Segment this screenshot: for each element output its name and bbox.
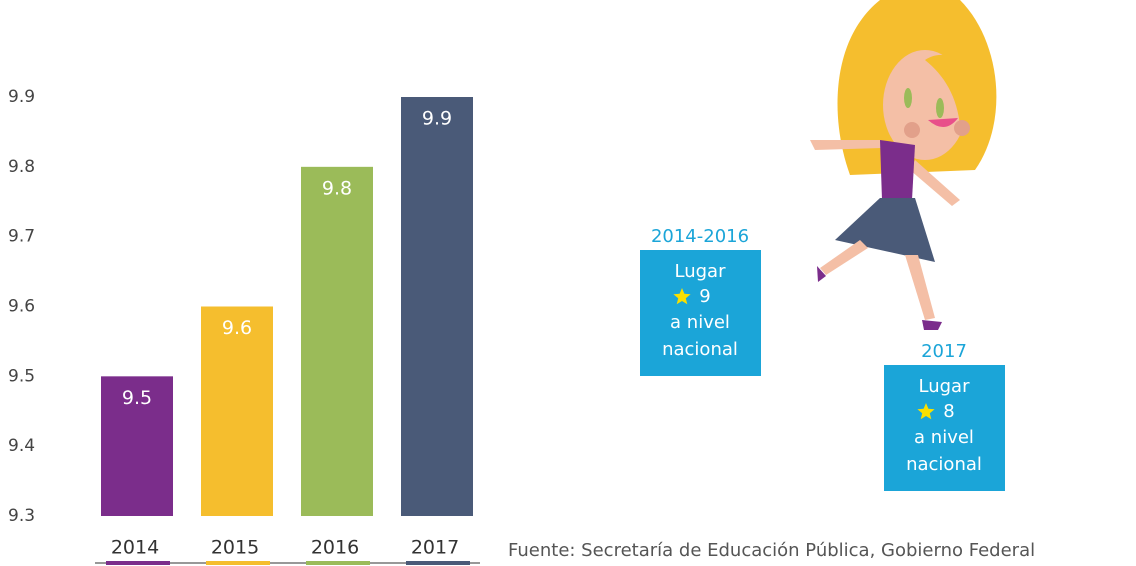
eye	[904, 88, 912, 108]
ranking-label: Lugar	[919, 376, 971, 397]
y-tick-label: 9.7	[8, 227, 35, 247]
ranking-scope: nacional	[906, 454, 982, 475]
bar	[301, 167, 373, 516]
cheek	[954, 120, 970, 136]
y-tick-label: 9.8	[8, 157, 35, 177]
bar	[401, 97, 473, 516]
ranking-scope: a nivel	[914, 427, 974, 448]
value-label: 9.8	[322, 177, 352, 199]
value-label: 9.9	[422, 108, 452, 130]
y-tick-label: 9.9	[8, 87, 35, 107]
y-tick-label: 9.3	[8, 506, 35, 526]
top	[880, 140, 915, 200]
value-label: 9.6	[222, 317, 252, 339]
ranking-label: Lugar	[675, 261, 727, 282]
y-tick-label: 9.5	[8, 366, 35, 386]
value-label: 9.5	[122, 387, 152, 409]
shoe	[922, 320, 942, 330]
period-label: 2017	[921, 341, 967, 362]
eye	[936, 98, 944, 118]
period-label: 2014-2016	[651, 226, 749, 247]
y-tick-label: 9.4	[8, 436, 35, 456]
leg	[905, 255, 935, 320]
x-tick-label: 2016	[311, 537, 359, 559]
cheek	[904, 122, 920, 138]
x-tick-label: 2014	[111, 537, 159, 559]
ranking-place: 9	[699, 286, 710, 307]
y-tick-label: 9.6	[8, 297, 35, 317]
infographic: Fuente: Secretaría de Educación Pública,…	[0, 0, 1136, 566]
x-tick-label: 2015	[211, 537, 259, 559]
ranking-scope: a nivel	[670, 312, 730, 333]
girl-illustration	[810, 0, 996, 330]
ranking-scope: nacional	[662, 339, 738, 360]
ranking-place: 8	[943, 401, 954, 422]
source: Fuente: Secretaría de Educación Pública,…	[508, 540, 1035, 561]
x-tick-label: 2017	[411, 537, 459, 559]
leg	[820, 240, 868, 275]
